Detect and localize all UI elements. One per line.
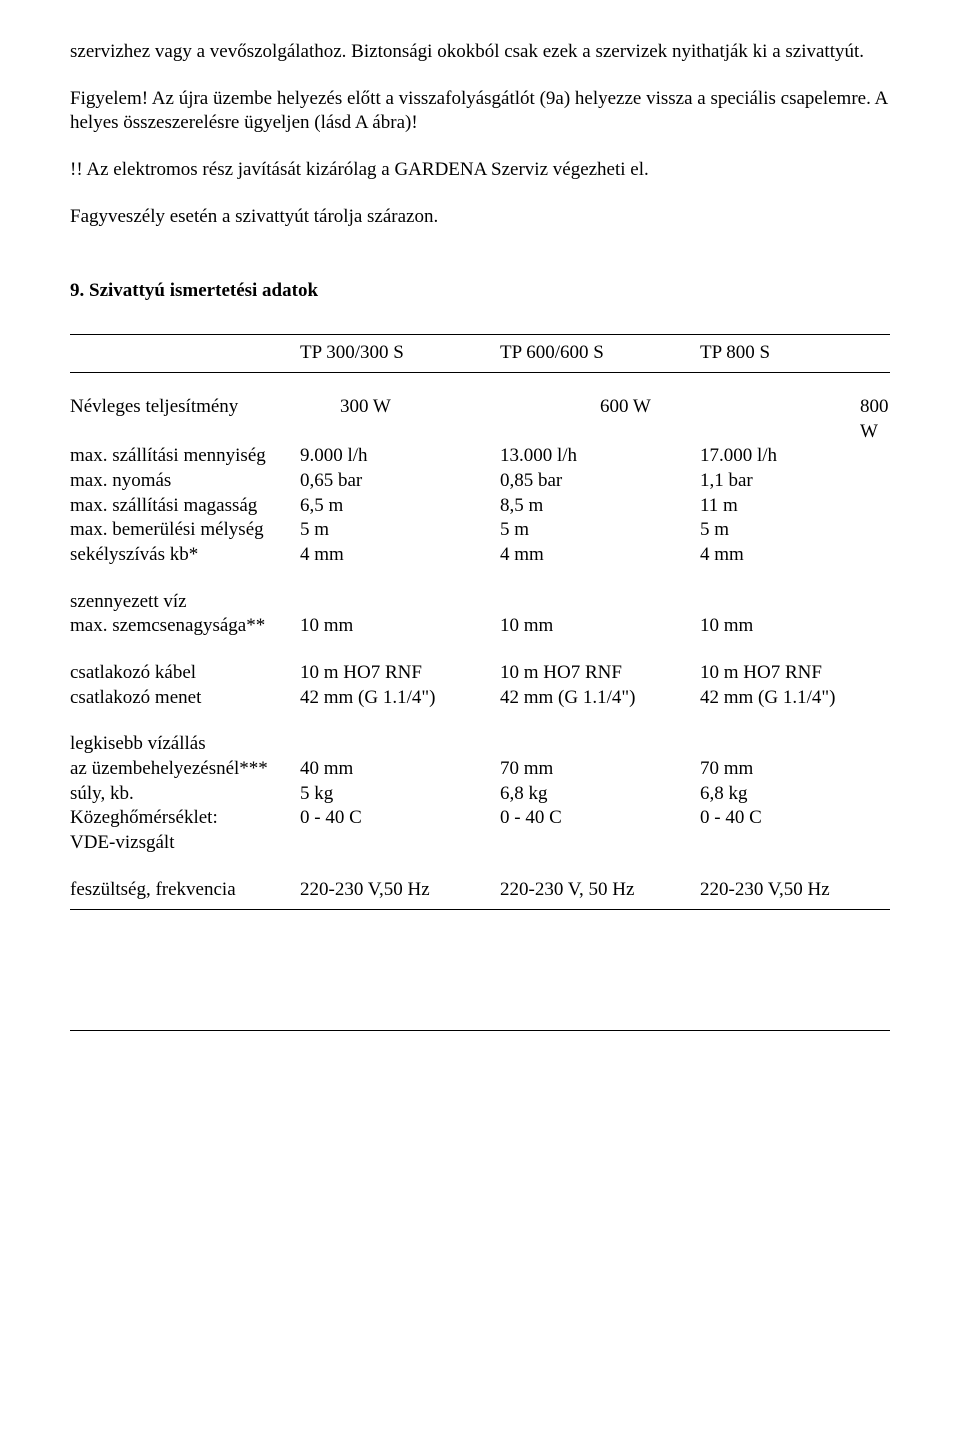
row-c2: 4 mm bbox=[500, 543, 700, 568]
row-c2: 0 - 40 C bbox=[500, 806, 700, 831]
table-row: csatlakozó menet 42 mm (G 1.1/4") 42 mm … bbox=[70, 686, 890, 711]
table-block-5: feszültség, frekvencia 220-230 V,50 Hz 2… bbox=[70, 878, 890, 903]
row-c3: 1,1 bar bbox=[700, 469, 890, 494]
paragraph-3: !! Az elektromos rész javítását kizáróla… bbox=[70, 158, 890, 183]
table-row: max. szemcsenagysága** 10 mm 10 mm 10 mm bbox=[70, 614, 890, 639]
paragraph-4: Fagyveszély esetén a szivattyút tárolja … bbox=[70, 205, 890, 230]
table-row: az üzembehelyezésnél*** 40 mm 70 mm 70 m… bbox=[70, 757, 890, 782]
row-label: max. szemcsenagysága** bbox=[70, 614, 300, 639]
row-c1: 10 m HO7 RNF bbox=[300, 661, 500, 686]
row-c1: 0,65 bar bbox=[300, 469, 500, 494]
row-c3: 800 W bbox=[800, 395, 890, 444]
row-c3: 10 m HO7 RNF bbox=[700, 661, 890, 686]
row-c1: 220-230 V,50 Hz bbox=[300, 878, 500, 903]
row-label: Névleges teljesítmény bbox=[70, 395, 300, 444]
row-c3 bbox=[700, 590, 890, 615]
row-c1: 9.000 l/h bbox=[300, 444, 500, 469]
row-c3: 10 mm bbox=[700, 614, 890, 639]
table-header-col2: TP 600/600 S bbox=[500, 341, 700, 366]
row-label: max. nyomás bbox=[70, 469, 300, 494]
row-c1: 5 m bbox=[300, 518, 500, 543]
row-label: csatlakozó kábel bbox=[70, 661, 300, 686]
row-c1: 0 - 40 C bbox=[300, 806, 500, 831]
row-c1: 5 kg bbox=[300, 782, 500, 807]
row-c1: 42 mm (G 1.1/4") bbox=[300, 686, 500, 711]
row-c3: 70 mm bbox=[700, 757, 890, 782]
row-c3: 17.000 l/h bbox=[700, 444, 890, 469]
row-label: sekélyszívás kb* bbox=[70, 543, 300, 568]
row-label: Közeghőmérséklet: bbox=[70, 806, 300, 831]
table-row: sekélyszívás kb* 4 mm 4 mm 4 mm bbox=[70, 543, 890, 568]
row-label: súly, kb. bbox=[70, 782, 300, 807]
table-header-blank bbox=[70, 341, 300, 366]
row-c1 bbox=[300, 732, 500, 757]
row-c1 bbox=[300, 831, 500, 856]
row-c1 bbox=[300, 590, 500, 615]
table-row: csatlakozó kábel 10 m HO7 RNF 10 m HO7 R… bbox=[70, 661, 890, 686]
row-c1: 4 mm bbox=[300, 543, 500, 568]
row-label: feszültség, frekvencia bbox=[70, 878, 300, 903]
table-row: súly, kb. 5 kg 6,8 kg 6,8 kg bbox=[70, 782, 890, 807]
section-title: 9. Szivattyú ismertetési adatok bbox=[70, 279, 890, 304]
table-row: max. bemerülési mélység 5 m 5 m 5 m bbox=[70, 518, 890, 543]
table-header-col3: TP 800 S bbox=[700, 341, 890, 366]
table-row: max. szállítási magasság 6,5 m 8,5 m 11 … bbox=[70, 494, 890, 519]
table-row: max. nyomás 0,65 bar 0,85 bar 1,1 bar bbox=[70, 469, 890, 494]
row-label: az üzembehelyezésnél*** bbox=[70, 757, 300, 782]
row-c3: 220-230 V,50 Hz bbox=[700, 878, 890, 903]
row-label: csatlakozó menet bbox=[70, 686, 300, 711]
document-page: szervizhez vagy a vevőszolgálathoz. Bizt… bbox=[0, 0, 960, 1430]
row-c3: 5 m bbox=[700, 518, 890, 543]
footer-rule bbox=[70, 1030, 890, 1031]
row-c2: 42 mm (G 1.1/4") bbox=[500, 686, 700, 711]
row-c2: 70 mm bbox=[500, 757, 700, 782]
row-c2: 13.000 l/h bbox=[500, 444, 700, 469]
table-row: szennyezett víz bbox=[70, 590, 890, 615]
row-c2: 8,5 m bbox=[500, 494, 700, 519]
row-c3: 42 mm (G 1.1/4") bbox=[700, 686, 890, 711]
table-block-2: szennyezett víz max. szemcsenagysága** 1… bbox=[70, 590, 890, 639]
row-c2: 0,85 bar bbox=[500, 469, 700, 494]
row-c2: 10 mm bbox=[500, 614, 700, 639]
row-c3 bbox=[700, 831, 890, 856]
row-c3: 4 mm bbox=[700, 543, 890, 568]
table-row: legkisebb vízállás bbox=[70, 732, 890, 757]
row-label: szennyezett víz bbox=[70, 590, 300, 615]
table-block-1: Névleges teljesítmény 300 W 600 W 800 W … bbox=[70, 395, 890, 568]
table-row: Közeghőmérséklet: 0 - 40 C 0 - 40 C 0 - … bbox=[70, 806, 890, 831]
table-row: feszültség, frekvencia 220-230 V,50 Hz 2… bbox=[70, 878, 890, 903]
table-row: VDE-vizsgált bbox=[70, 831, 890, 856]
table-header-col1: TP 300/300 S bbox=[300, 341, 500, 366]
row-c1: 40 mm bbox=[300, 757, 500, 782]
row-c1: 6,5 m bbox=[300, 494, 500, 519]
row-label: max. szállítási magasság bbox=[70, 494, 300, 519]
row-c3: 0 - 40 C bbox=[700, 806, 890, 831]
paragraph-2: Figyelem! Az újra üzembe helyezés előtt … bbox=[70, 87, 890, 136]
row-c3: 6,8 kg bbox=[700, 782, 890, 807]
row-c2: 10 m HO7 RNF bbox=[500, 661, 700, 686]
row-label: VDE-vizsgált bbox=[70, 831, 300, 856]
table-row: Névleges teljesítmény 300 W 600 W 800 W bbox=[70, 395, 890, 444]
row-label: max. szállítási mennyiség bbox=[70, 444, 300, 469]
table-header-row: TP 300/300 S TP 600/600 S TP 800 S bbox=[70, 335, 890, 372]
row-c1: 10 mm bbox=[300, 614, 500, 639]
row-label: max. bemerülési mélység bbox=[70, 518, 300, 543]
row-c2 bbox=[500, 732, 700, 757]
row-c2: 5 m bbox=[500, 518, 700, 543]
row-c2: 220-230 V, 50 Hz bbox=[500, 878, 700, 903]
table-block-3: csatlakozó kábel 10 m HO7 RNF 10 m HO7 R… bbox=[70, 661, 890, 710]
row-c2 bbox=[500, 831, 700, 856]
row-c3 bbox=[700, 732, 890, 757]
table-block-4: legkisebb vízállás az üzembehelyezésnél*… bbox=[70, 732, 890, 855]
row-c2: 600 W bbox=[540, 395, 800, 444]
table-row: max. szállítási mennyiség 9.000 l/h 13.0… bbox=[70, 444, 890, 469]
row-c1: 300 W bbox=[300, 395, 540, 444]
row-c3: 11 m bbox=[700, 494, 890, 519]
row-c2: 6,8 kg bbox=[500, 782, 700, 807]
paragraph-1: szervizhez vagy a vevőszolgálathoz. Bizt… bbox=[70, 40, 890, 65]
row-c2 bbox=[500, 590, 700, 615]
row-label: legkisebb vízállás bbox=[70, 732, 300, 757]
